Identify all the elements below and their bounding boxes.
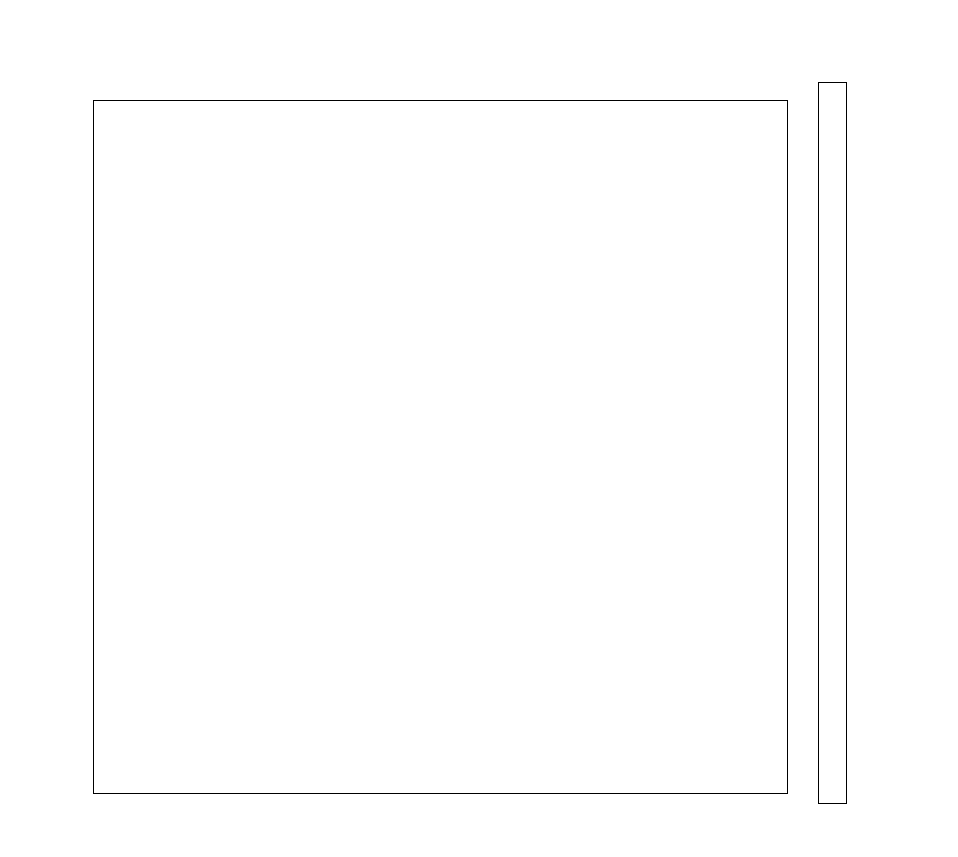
azimuth-colorbar: [818, 82, 847, 804]
plot-area: [93, 100, 788, 794]
